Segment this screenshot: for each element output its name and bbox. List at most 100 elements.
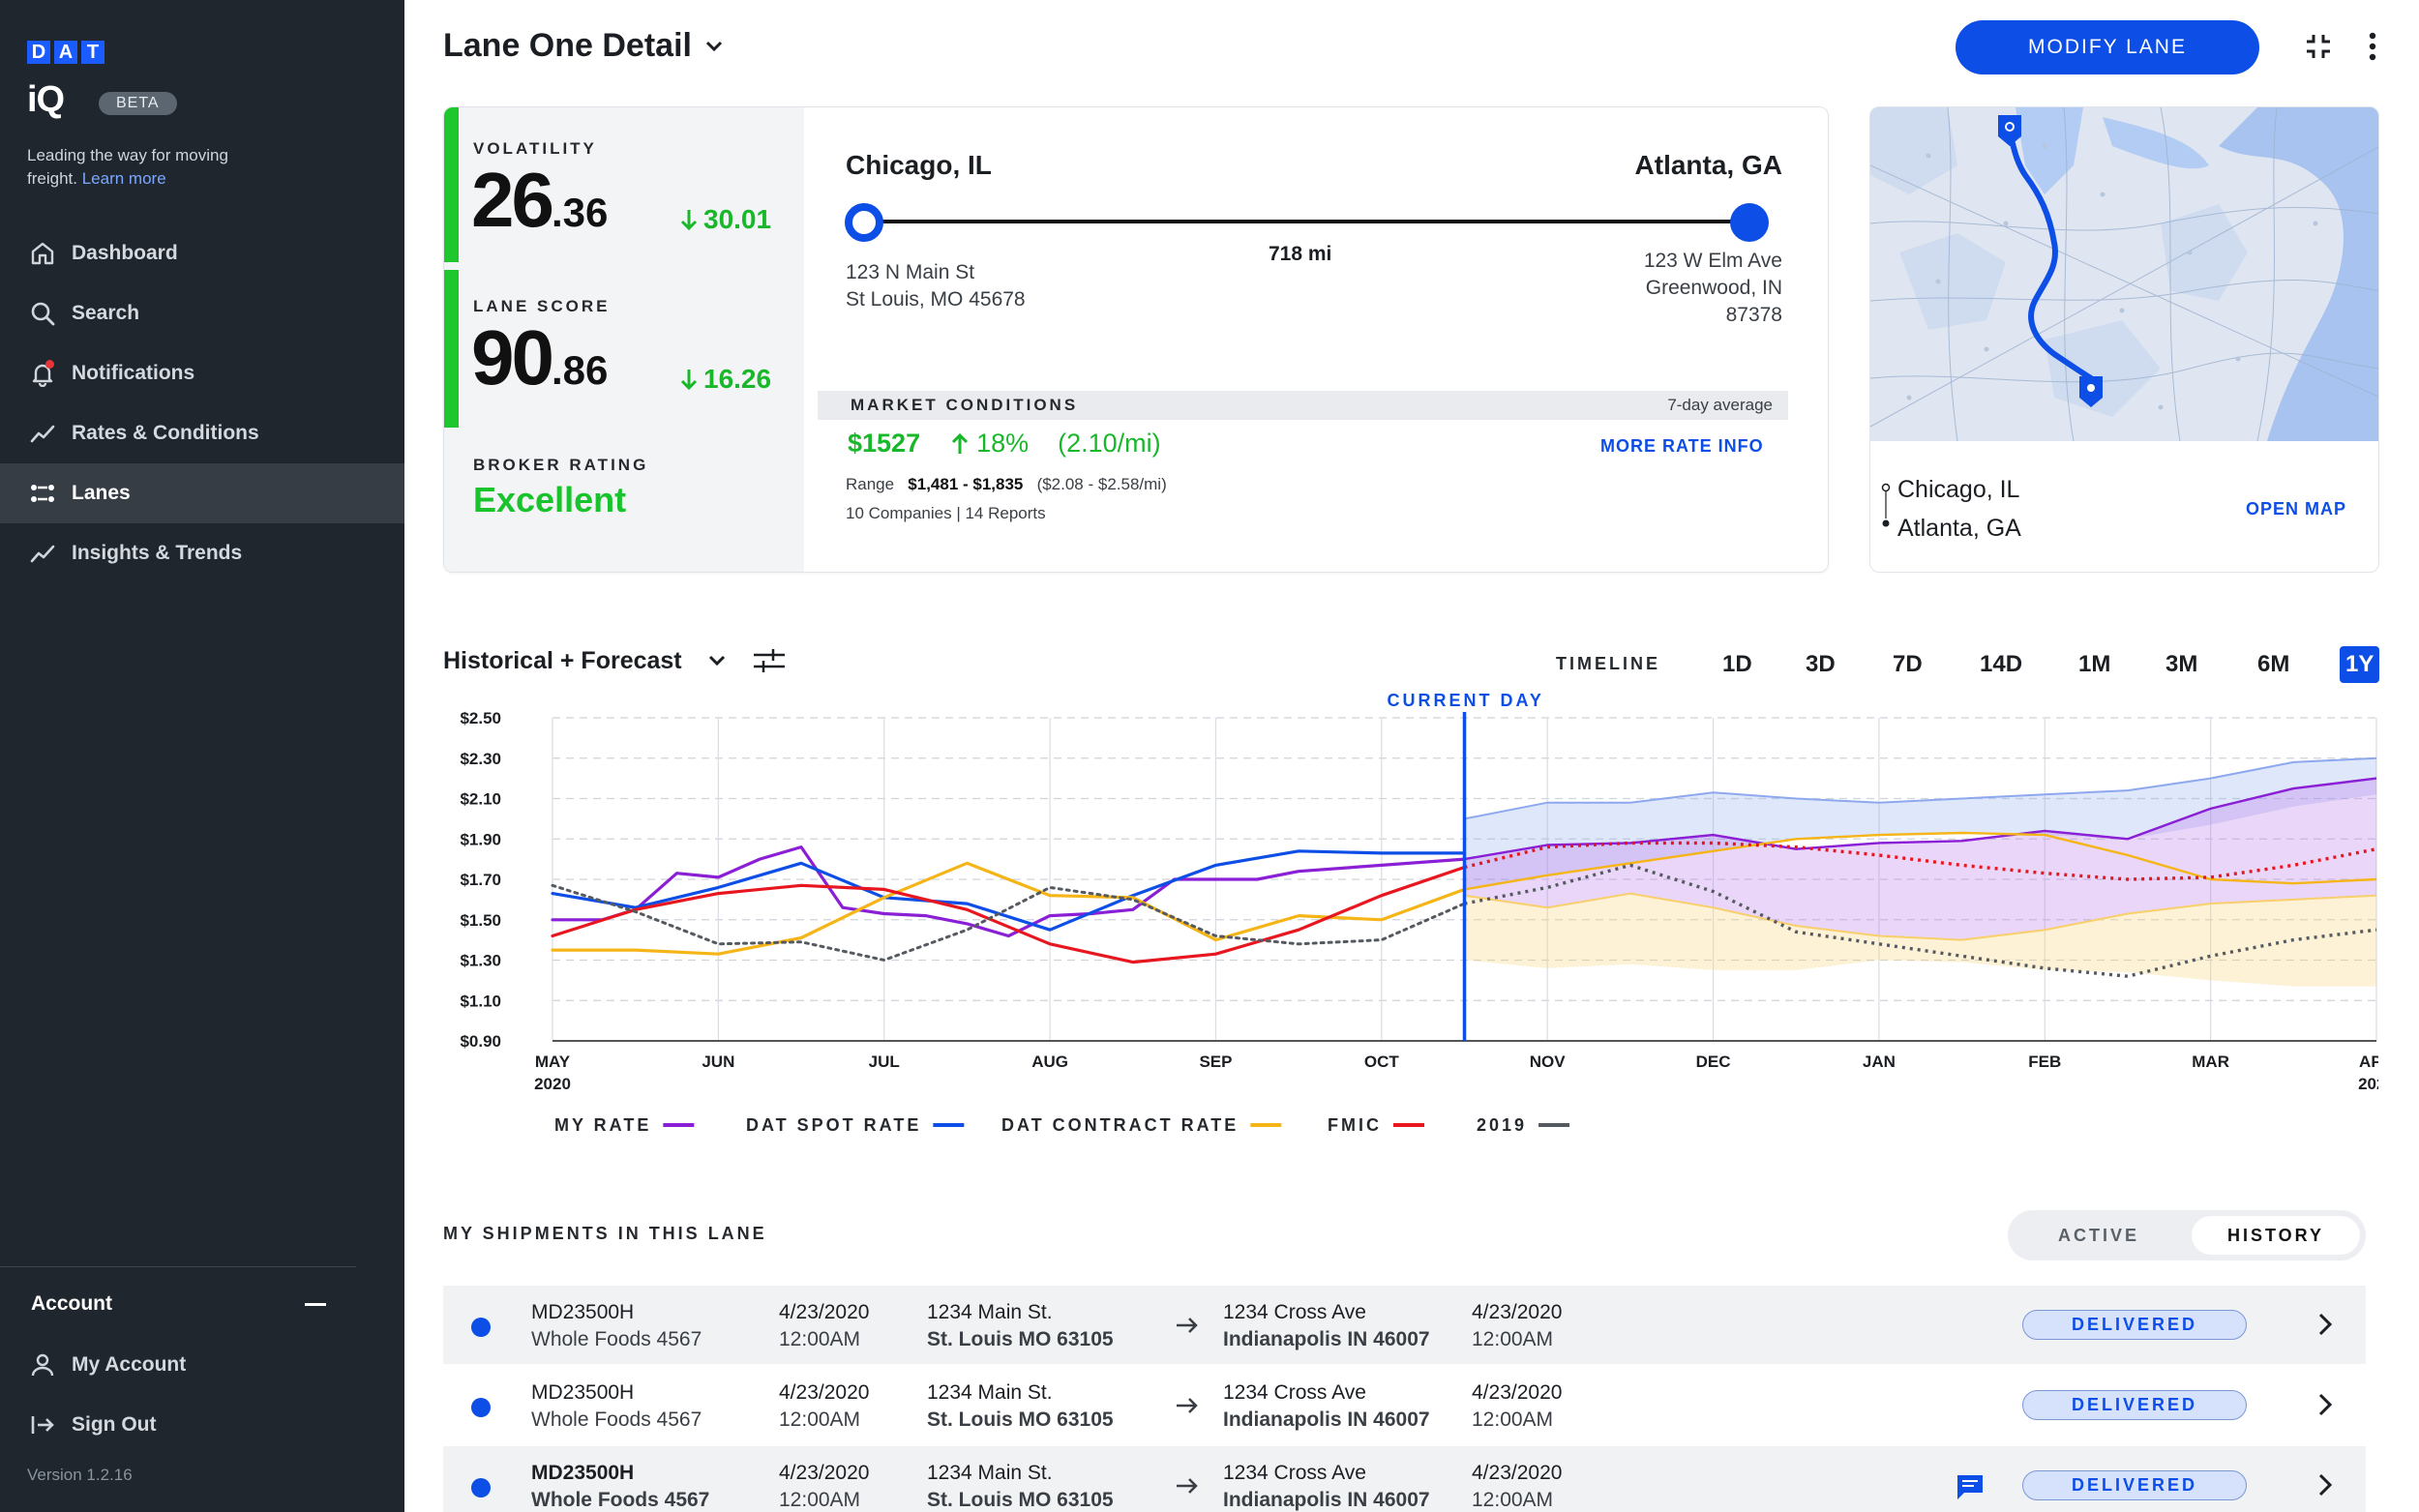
logo-letter-a: A [54, 41, 77, 64]
timeline-1y[interactable]: 1Y [2340, 646, 2380, 683]
sign-out-icon [29, 1411, 56, 1438]
modify-lane-button[interactable]: MODIFY LANE [1956, 20, 2259, 74]
volatility-indicator-bar [444, 107, 459, 262]
forecast-line [1464, 777, 2377, 861]
chevron-right-icon[interactable] [2311, 1390, 2340, 1419]
sidebar-item-notifications[interactable]: Notifications [0, 343, 404, 403]
message-icon[interactable] [1955, 1471, 1986, 1502]
timeline-label: TIMELINE [1556, 654, 1660, 673]
shipment-row[interactable]: MD23500H Whole Foods 4567 4/23/2020 12:0… [443, 1446, 2366, 1512]
shipments-title: MY SHIPMENTS IN THIS LANE [443, 1224, 767, 1243]
timeline-6m[interactable]: 6M [2257, 651, 2290, 677]
lane-metrics-panel: VOLATILITY 26.36 30.01 LANE SCORE 90.86 … [444, 107, 804, 572]
broker-rating-label: BROKER RATING [473, 456, 649, 474]
arrow-right-icon [1177, 1318, 1198, 1333]
forecast-line [1464, 863, 2377, 978]
y-tick-label: $1.70 [460, 871, 501, 889]
destination-col: 1234 Cross Ave Indianapolis IN 46007 [1223, 1299, 1430, 1353]
sidebar-item-label: Lanes [72, 482, 131, 504]
timeline-3m[interactable]: 3M [2165, 651, 2198, 677]
toggle-active[interactable]: ACTIVE [2057, 1225, 2139, 1245]
forecast-line [1464, 841, 2377, 881]
x-tick-label: DEC [1696, 1052, 1731, 1071]
more-options-icon[interactable] [2357, 31, 2388, 62]
volatility-label: VOLATILITY [473, 139, 597, 158]
range-label: Range [846, 475, 895, 493]
timeline-7d[interactable]: 7D [1893, 651, 1923, 677]
sidebar-item-rates-conditions[interactable]: Rates & Conditions [0, 403, 404, 463]
series-line [551, 849, 1467, 932]
lane-selector[interactable]: Lane One Detail [443, 27, 727, 65]
sidebar-nav: Dashboard Search Notifications Rates & C… [0, 223, 404, 583]
rate-history-forecast-chart[interactable]: $2.50 $2.30 $2.10 $1.90 $1.70 $1.50 $1.30 $1.10… [443, 693, 2378, 1147]
logo-letter-t: T [81, 41, 105, 64]
chevron-down-icon [708, 655, 725, 667]
page-title: Lane One Detail [443, 27, 692, 64]
y-tick-label: $2.50 [460, 709, 501, 727]
filter-settings-icon[interactable] [752, 646, 787, 675]
open-map-link[interactable]: OPEN MAP [2246, 499, 2347, 519]
status-badge: DELIVERED [2022, 1390, 2247, 1420]
forecast-band-edge [1464, 892, 2377, 941]
y-tick-label: $2.10 [460, 790, 501, 809]
legend-label: 2019 [1477, 1115, 1527, 1135]
my-account-link[interactable]: My Account [29, 1351, 186, 1379]
destination-street: 123 W Elm Ave [1643, 250, 1782, 272]
market-per-mile: (2.10/mi) [1058, 429, 1161, 458]
drop-time: 12:00AM [1472, 1489, 1554, 1511]
sidebar-item-search[interactable]: Search [0, 283, 404, 343]
account-divider [0, 1266, 356, 1267]
lane-score-delta-value: 16.26 [703, 364, 772, 394]
search-icon [29, 300, 56, 327]
chevron-right-icon[interactable] [2311, 1310, 2340, 1339]
x-tick-label: JUL [869, 1052, 900, 1071]
toggle-history[interactable]: HISTORY [2192, 1216, 2360, 1255]
destination-street: 1234 Cross Ave [1223, 1462, 1366, 1484]
forecast-band-edge [1464, 756, 2377, 820]
status-dot [471, 1398, 491, 1417]
collapse-view-icon[interactable] [2303, 31, 2334, 62]
account-section-toggle[interactable]: Account [31, 1292, 326, 1316]
sidebar-item-label: Notifications [72, 362, 195, 384]
broker-rating-value: Excellent [473, 480, 627, 519]
shipment-row[interactable]: MD23500H Whole Foods 4567 4/23/2020 12:0… [443, 1366, 2366, 1444]
shipment-customer: Whole Foods 4567 [531, 1408, 702, 1431]
timeline-1m[interactable]: 1M [2078, 651, 2111, 677]
route-connector-icon [1881, 483, 1891, 527]
route-map-card: Chicago, IL Atlanta, GA OPEN MAP [1869, 106, 2379, 573]
dat-logo[interactable]: D A T [27, 41, 105, 64]
timeline-1d[interactable]: 1D [1722, 651, 1752, 677]
x-tick-label: OCT [1364, 1052, 1400, 1071]
sidebar-item-dashboard[interactable]: Dashboard [0, 223, 404, 283]
x-tick-label: 2020 [534, 1075, 571, 1093]
status-badge: DELIVERED [2022, 1310, 2247, 1340]
chevron-right-icon[interactable] [2311, 1470, 2340, 1499]
learn-more-link[interactable]: Learn more [81, 169, 166, 188]
x-tick-label: FEB [2028, 1052, 2061, 1071]
chart-view-selector[interactable]: Historical + Forecast [443, 646, 787, 675]
route-map[interactable] [1870, 107, 2379, 441]
sidebar-item-label: Search [72, 302, 140, 324]
more-rate-info-link[interactable]: MORE RATE INFO [1600, 436, 1764, 456]
market-conditions-header: MARKET CONDITIONS 7-day average [818, 391, 1788, 420]
forecast-band [1464, 893, 2376, 987]
market-range: Range $1,481 - $1,835 ($2.08 - $2.58/mi) [846, 475, 1167, 494]
legend-label: MY RATE [554, 1115, 651, 1135]
range-per-mile: ($2.08 - $2.58/mi) [1036, 475, 1167, 493]
timeline-14d[interactable]: 14D [1980, 651, 2023, 677]
status-dot [471, 1318, 491, 1337]
series-line [551, 883, 1466, 962]
sign-out-link[interactable]: Sign Out [29, 1411, 157, 1438]
origin-street: 1234 Main St. [927, 1381, 1053, 1404]
dropoff-time-col: 4/23/2020 12:00AM [1472, 1299, 1562, 1353]
pickup-time-col: 4/23/2020 12:00AM [779, 1379, 869, 1434]
trend-icon [29, 540, 56, 567]
sidebar-item-insights-trends[interactable]: Insights & Trends [0, 523, 404, 583]
route-distance: 718 mi [1269, 243, 1332, 265]
chart-view-title: Historical + Forecast [443, 646, 682, 674]
x-tick-label: MAY [535, 1052, 571, 1071]
shipment-row[interactable]: MD23500H Whole Foods 4567 4/23/2020 12:0… [443, 1286, 2366, 1364]
timeline-3d[interactable]: 3D [1806, 651, 1836, 677]
forecast-band [1464, 757, 2376, 890]
sidebar-item-lanes[interactable]: Lanes [0, 463, 404, 523]
